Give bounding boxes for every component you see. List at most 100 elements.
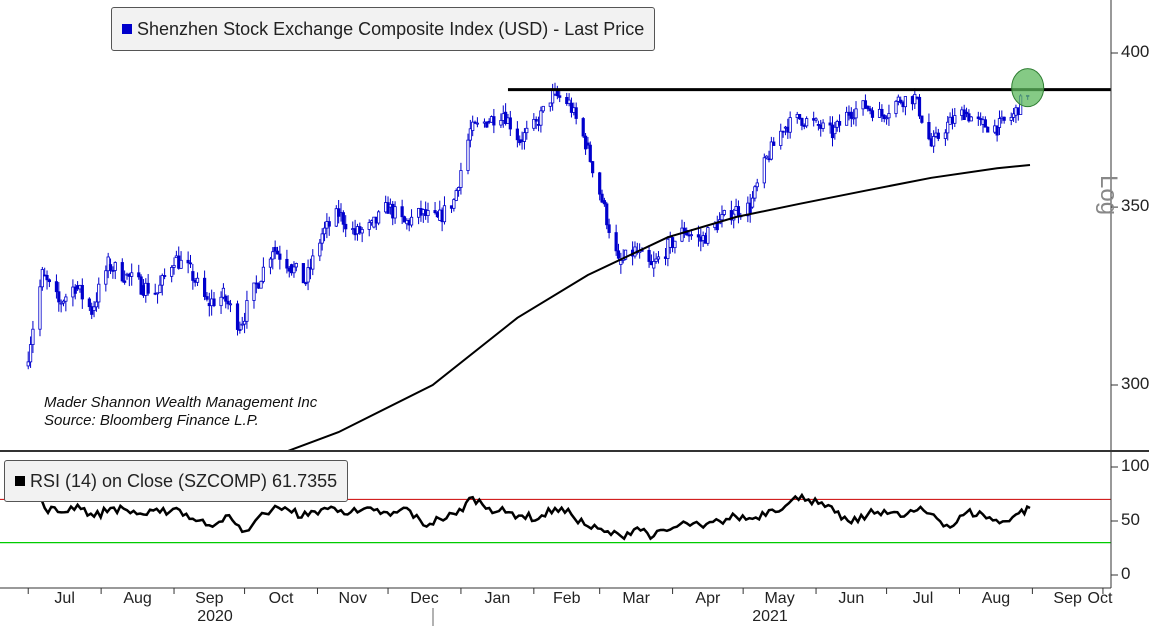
candle-body [123,280,127,283]
rsi-y-tick-label: 0 [1121,564,1131,583]
candle-body [894,100,898,114]
candle-body [259,280,263,289]
candle-body [849,111,853,119]
candle-body [202,277,207,297]
candle-body [108,264,113,271]
candle-body [762,157,766,184]
candle-body [880,108,884,117]
candle-body [320,233,324,244]
candle-body [586,142,590,146]
candle-body [94,301,99,308]
candle-body [917,96,922,117]
candle-body [539,110,543,126]
candle-body [219,296,223,307]
candle-body [769,141,773,160]
candle-body [673,240,677,249]
candle-body [64,296,68,302]
candle-body [170,266,174,277]
candle-body [261,266,265,282]
candle-body [845,111,849,126]
candle-body [456,187,461,191]
candle-body [485,121,489,128]
candle-body [344,223,348,230]
candle-body [964,111,969,115]
x-month-label: Jul [54,590,75,607]
candle-body [779,130,783,146]
rsi-line [27,479,1031,541]
candle-body [522,132,527,142]
candle-body [863,100,868,109]
candle-body [433,210,437,214]
candle-body [322,227,327,235]
candle-body [614,232,618,252]
candle-body [946,121,950,134]
candle-body [854,108,858,119]
candle-body [696,234,701,238]
candle-body [188,262,193,265]
x-month-label: Sep [1053,590,1082,607]
candle-body [602,200,606,205]
candle-body [828,122,832,126]
candle-body [619,260,623,265]
rsi-legend-swatch [15,476,25,486]
x-month-label: Sep [195,590,224,607]
candle-body [753,186,757,199]
x-month-label: Jul [912,590,934,607]
candle-body [598,172,602,195]
price-y-tick-label: 400 [1121,42,1149,61]
candle-body [228,303,233,306]
candle-body [245,300,249,322]
candle-body [755,182,759,188]
candle-body [976,116,980,119]
candle-body [304,282,308,285]
candle-body [962,109,966,120]
candle-body [26,361,30,367]
x-month-label: Dec [410,590,439,607]
candle-body [607,224,611,233]
candle-body [750,197,755,208]
candle-body [680,227,684,242]
candlestick-series [26,82,1030,370]
x-month-label: Feb [552,590,581,607]
candle-body [943,132,947,139]
candle-body [130,272,134,277]
candle-body [772,141,776,146]
candle-body [953,115,957,124]
candle-body [318,242,322,257]
candle-body [38,286,42,330]
candle-body [706,227,710,244]
candle-body [652,261,656,269]
candle-body [814,118,818,121]
candle-body [689,234,693,237]
candle-body [656,256,661,260]
candle-body [57,291,61,303]
candle-body [240,323,244,326]
candle-body [800,117,804,126]
candle-body [541,105,545,112]
candle-body [473,121,477,124]
candle-body [104,270,108,285]
rsi-y-tick-label: 50 [1121,510,1140,529]
candle-body [548,102,552,107]
x-month-label: Oct [1087,590,1113,607]
candle-body [275,250,280,255]
candle-body [137,272,141,278]
candle-body [1002,116,1006,121]
candle-body [292,266,296,274]
x-year-label: 2021 [752,608,788,625]
candle-body [748,202,752,214]
candle-body [647,249,651,262]
candle-body [442,205,447,223]
candle-body [386,202,390,214]
candle-body [623,249,628,260]
candle-body [666,238,670,259]
x-month-label: Mar [622,590,650,607]
candle-body [896,96,900,102]
candle-body [1009,116,1013,121]
candle-body [327,221,331,227]
candle-body [278,253,282,260]
candle-body [574,107,578,119]
candle-body [920,115,924,123]
